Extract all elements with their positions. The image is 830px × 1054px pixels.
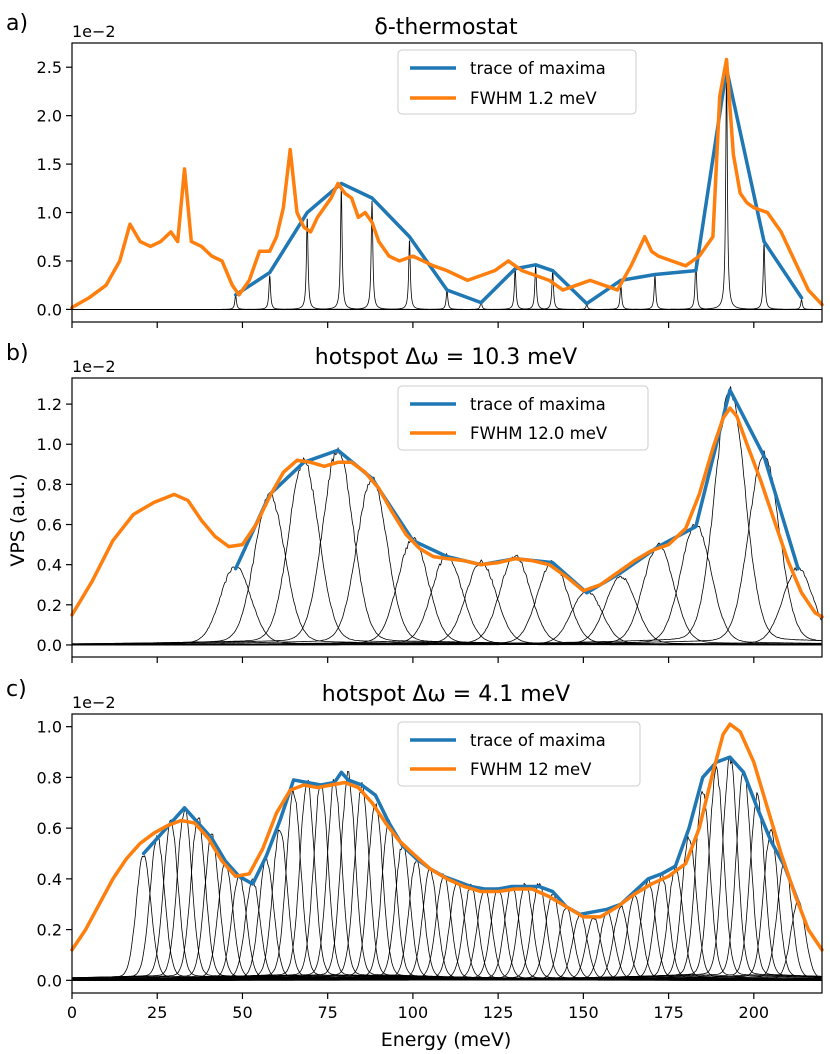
x-tick-label: 50 (232, 1003, 252, 1022)
scale-offset-label: 1e−2 (72, 693, 116, 712)
panel-title: δ-thermostat (374, 15, 518, 40)
panel-letter: b) (6, 341, 29, 366)
series-layer (70, 722, 824, 952)
panel-title: hotspot Δω = 10.3 meV (315, 345, 577, 370)
panel-a: a) δ-thermostat 1e−2 0.00.51.01.52.02.5 … (6, 11, 824, 328)
peaks-layer (72, 69, 822, 310)
peak-curve (72, 900, 822, 981)
y-tick-label: 0.5 (37, 252, 62, 271)
y-tick-label: 0.8 (37, 768, 62, 787)
legend: trace of maxima FWHM 12 meV (397, 721, 641, 787)
x-tick-label: 150 (568, 1003, 599, 1022)
panel-letter: a) (6, 11, 28, 36)
y-tick-label: 1.0 (37, 435, 62, 454)
y-tick-label: 2.5 (37, 58, 62, 77)
legend-entry-trace: trace of maxima (470, 59, 606, 78)
y-tick-label: 0.8 (37, 475, 62, 494)
legend-frame (397, 721, 641, 787)
y-tick-label: 0.4 (37, 870, 62, 889)
panel-c: c) hotspot Δω = 4.1 meV 1e−2 0.00.20.40.… (6, 677, 824, 1051)
peak-curve (72, 298, 822, 310)
x-axis-label: Energy (meV) (381, 1029, 512, 1051)
y-tick-label: 0.2 (37, 596, 62, 615)
legend-entry-fwhm: FWHM 1.2 meV (470, 89, 597, 108)
series-layer (70, 388, 824, 619)
panel-title: hotspot Δω = 4.1 meV (322, 682, 570, 707)
y-tick-label: 1.0 (37, 204, 62, 223)
panel-b: b) hotspot Δω = 10.3 meV 1e−2 0.00.20.40… (6, 341, 824, 663)
axes-layer: 0.0 0.2 0.4 0.6 0.8 1.0 1.2 (37, 377, 823, 663)
legend-entry-fwhm: FWHM 12.0 meV (470, 424, 608, 443)
y-tick-label: 0.2 (37, 921, 62, 940)
x-tick-label: 0 (67, 1003, 77, 1022)
peaks-layer (71, 755, 822, 981)
fwhm-line (70, 722, 824, 952)
plot-frame (71, 377, 823, 658)
y-tick-label: 0.6 (37, 516, 62, 535)
y-tick-label: 0.4 (37, 556, 62, 575)
y-tick-label: 1.2 (37, 395, 62, 414)
series-layer (70, 57, 824, 310)
fwhm-line (70, 57, 824, 310)
y-axis-label: VPS (a.u.) (7, 473, 29, 566)
x-tick-label: 100 (398, 1003, 429, 1022)
y-tick-label: 0.0 (37, 300, 62, 319)
panel-letter: c) (6, 677, 27, 702)
legend-entry-fwhm: FWHM 12 meV (470, 760, 592, 779)
x-tick-label: 125 (483, 1003, 514, 1022)
peak-curve (72, 566, 822, 646)
trace-of-maxima-line (141, 755, 800, 917)
y-tick-label: 0.6 (37, 819, 62, 838)
y-tick-label: 0.0 (37, 971, 62, 990)
y-tick-label: 2.0 (37, 107, 62, 126)
axes-layer: 0.0 0.2 0.4 0.6 0.8 1.0 0 25 50 75 100 125 150 175 200 (37, 713, 823, 1022)
legend-entry-trace: trace of maxima (470, 731, 606, 750)
scale-offset-label: 1e−2 (72, 22, 116, 41)
scale-offset-label: 1e−2 (72, 357, 116, 376)
legend-entry-trace: trace of maxima (470, 395, 606, 414)
x-tick-label: 175 (653, 1003, 684, 1022)
x-tick-label: 75 (318, 1003, 338, 1022)
y-tick-label: 0.0 (37, 636, 62, 655)
axes-layer: 0.0 0.5 1.0 1.5 2.0 2.5 (37, 42, 823, 328)
plot-frame (71, 42, 823, 323)
legend-frame (397, 385, 649, 451)
legend-frame (397, 49, 637, 115)
y-tick-label: 1.0 (37, 718, 62, 737)
legend: trace of maxima FWHM 12.0 meV (397, 385, 649, 451)
fwhm-line (70, 406, 824, 619)
plot-frame (71, 713, 823, 994)
legend: trace of maxima FWHM 1.2 meV (397, 49, 637, 115)
x-tick-label: 200 (739, 1003, 770, 1022)
y-tick-label: 1.5 (37, 155, 62, 174)
x-tick-label: 25 (147, 1003, 167, 1022)
